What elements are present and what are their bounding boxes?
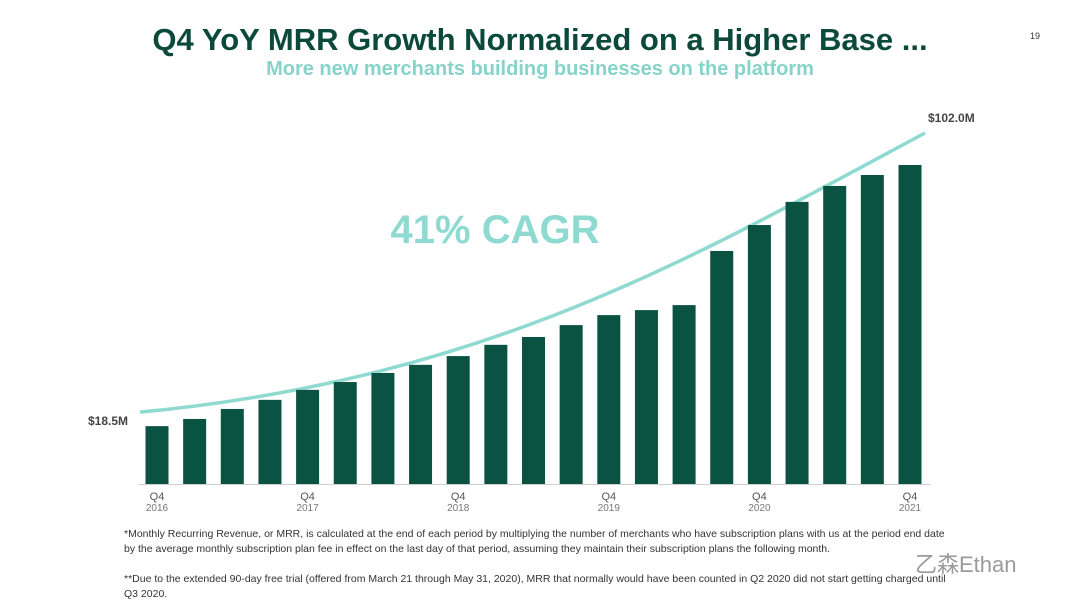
x-tick-label: Q4 2020 <box>748 491 771 514</box>
bar <box>409 364 433 484</box>
bar <box>333 382 357 484</box>
x-tick-label: Q4 2019 <box>597 491 620 514</box>
bar <box>785 201 809 484</box>
value-label: $18.5M <box>88 414 128 428</box>
bar <box>747 225 771 484</box>
x-tick-label: Q4 2016 <box>145 491 169 514</box>
bar <box>145 426 169 484</box>
bar <box>484 344 508 484</box>
bar <box>634 310 658 484</box>
bar <box>898 165 922 484</box>
footnote: *Monthly Recurring Revenue, or MRR, is c… <box>124 528 945 555</box>
bar <box>220 408 244 484</box>
watermark: 乙森Ethan <box>915 552 1017 577</box>
x-tick-label: Q4 2021 <box>898 491 922 514</box>
bar <box>860 175 884 484</box>
subtitle: More new merchants building businesses o… <box>266 58 814 80</box>
x-tick-label: Q4 2017 <box>296 491 319 514</box>
bar <box>522 337 545 484</box>
page-number: 19 <box>1030 31 1041 41</box>
bar <box>597 315 621 484</box>
bar <box>672 305 696 484</box>
value-label: $102.0M <box>928 111 975 125</box>
bar <box>183 418 207 484</box>
bar <box>559 325 583 484</box>
footnote: **Due to the extended 90-day free trial … <box>124 573 946 600</box>
cagr-curve <box>139 131 926 414</box>
bar <box>258 399 282 484</box>
bar <box>710 251 734 484</box>
bar <box>446 356 470 484</box>
bar <box>823 185 847 484</box>
trend-label: 41% CAGR <box>391 208 600 252</box>
bar <box>296 389 320 484</box>
title: Q4 YoY MRR Growth Normalized on a Higher… <box>152 22 928 57</box>
bar <box>371 372 395 484</box>
x-tick-label: Q4 2018 <box>447 491 470 514</box>
